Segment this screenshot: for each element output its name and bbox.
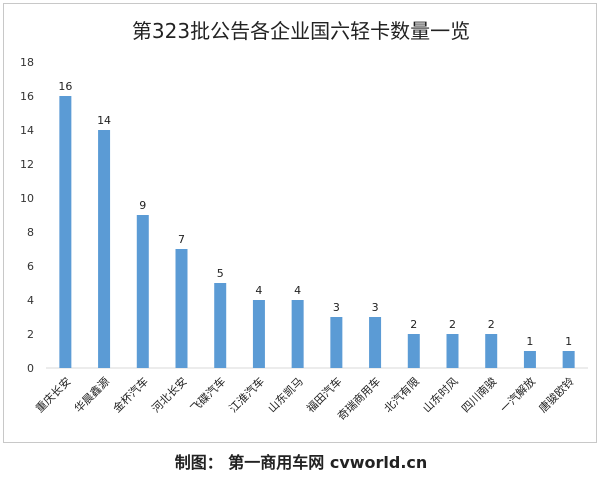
bar xyxy=(214,283,227,368)
data-label: 4 xyxy=(294,284,301,297)
category-label: 北汽有限 xyxy=(381,374,422,415)
category-label: 福田汽车 xyxy=(303,374,344,415)
bar xyxy=(523,351,536,368)
data-label: 3 xyxy=(333,301,340,314)
category-label: 重庆长安 xyxy=(32,374,73,415)
category-label: 山东时风 xyxy=(420,375,460,415)
y-tick-label: 18 xyxy=(20,56,34,69)
bar xyxy=(369,317,382,368)
category-label: 飞碟汽车 xyxy=(187,374,228,415)
bar xyxy=(59,96,72,368)
data-label: 2 xyxy=(410,318,417,331)
y-tick-label: 12 xyxy=(20,158,34,171)
bar xyxy=(446,334,459,368)
y-tick-label: 4 xyxy=(27,294,34,307)
bar xyxy=(485,334,498,368)
category-label: 河北长安 xyxy=(149,374,190,415)
bar xyxy=(175,249,188,368)
data-label: 16 xyxy=(58,80,72,93)
y-tick-label: 6 xyxy=(27,260,34,273)
bar xyxy=(291,300,304,368)
chart-frame: 第323批公告各企业国六轻卡数量一览 0 2 4 6 8 10 12 14 16 18 16 14 9… xyxy=(3,3,597,443)
data-label: 4 xyxy=(255,284,262,297)
category-label: 江淮汽车 xyxy=(226,374,267,415)
data-label: 5 xyxy=(217,267,224,280)
y-tick-label: 10 xyxy=(20,192,34,205)
y-tick-label: 2 xyxy=(27,328,34,341)
data-label: 2 xyxy=(488,318,495,331)
y-tick-label: 8 xyxy=(27,226,34,239)
chart-title: 第323批公告各企业国六轻卡数量一览 xyxy=(132,19,470,43)
category-label: 四川南骏 xyxy=(458,374,499,415)
y-tick-label: 0 xyxy=(27,362,34,375)
y-axis-ticks: 0 2 4 6 8 10 12 14 16 18 xyxy=(20,56,34,375)
bar xyxy=(98,130,111,368)
data-label: 1 xyxy=(526,335,533,348)
source-caption: 制图： 第一商用车网 cvworld.cn xyxy=(174,453,428,472)
data-label: 3 xyxy=(372,301,379,314)
data-label: 9 xyxy=(139,199,146,212)
bar xyxy=(252,300,265,368)
bars xyxy=(59,96,575,368)
bar xyxy=(407,334,420,368)
data-label: 2 xyxy=(449,318,456,331)
y-tick-label: 14 xyxy=(20,124,34,137)
data-label: 1 xyxy=(565,335,572,348)
category-labels: 重庆长安华晨鑫源金杯汽车河北长安飞碟汽车江淮汽车山东凯马福田汽车奇瑞商用车北汽有… xyxy=(32,374,576,423)
bar xyxy=(330,317,343,368)
category-label: 华晨鑫源 xyxy=(71,374,112,415)
data-labels: 16 14 9 7 5 4 4 3 3 2 2 2 1 1 xyxy=(58,80,572,348)
category-label: 唐骏欧铃 xyxy=(536,374,577,415)
category-label: 山东凯马 xyxy=(265,375,305,415)
data-label: 14 xyxy=(97,114,111,127)
bar xyxy=(562,351,575,368)
category-label: 一汽解放 xyxy=(497,374,538,415)
y-tick-label: 16 xyxy=(20,90,34,103)
bar xyxy=(136,215,149,368)
data-label: 7 xyxy=(178,233,185,246)
category-label: 金杯汽车 xyxy=(110,374,151,415)
